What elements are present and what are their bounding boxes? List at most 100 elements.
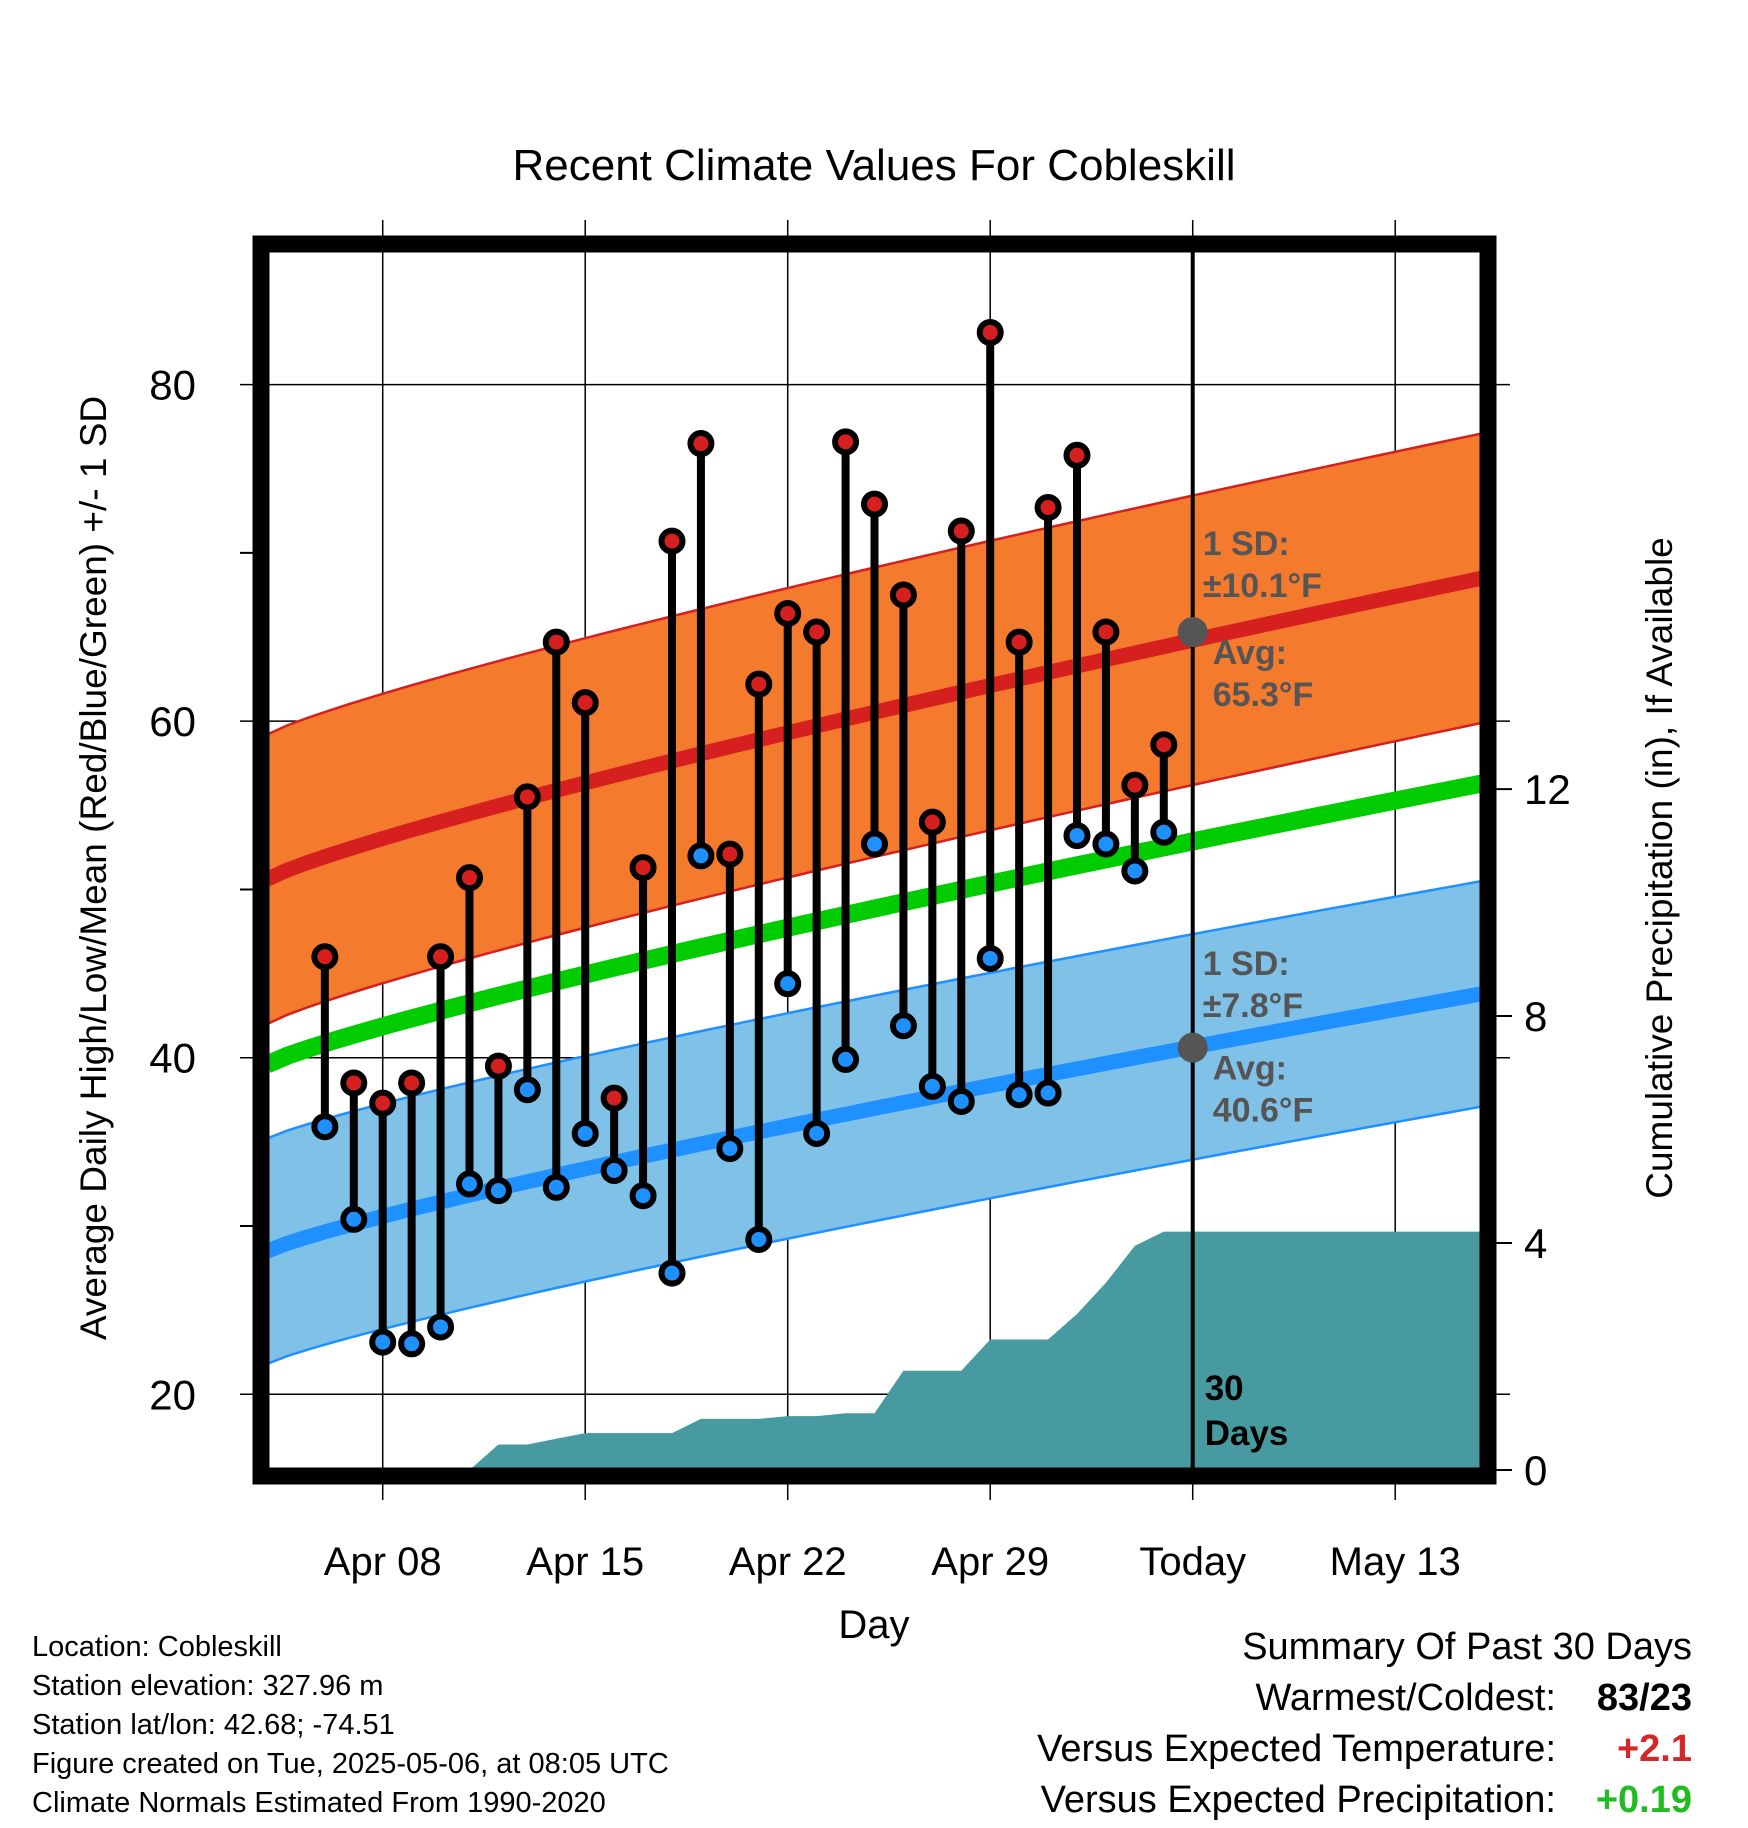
x-tick-label: Apr 15 bbox=[526, 1540, 644, 1584]
y2-tick-label: 12 bbox=[1524, 766, 1571, 813]
daily-low-point bbox=[774, 970, 802, 998]
daily-high-point bbox=[1034, 493, 1062, 521]
plot-frame bbox=[252, 235, 1497, 1485]
daily-low-point bbox=[832, 1045, 860, 1073]
y-axis-label: Average Daily High/Low/Mean (Red/Blue/Gr… bbox=[73, 396, 114, 1340]
daily-high-point bbox=[832, 428, 860, 456]
latlon-text: Station lat/lon: 42.68; -74.51 bbox=[32, 1709, 395, 1741]
daily-low-point bbox=[600, 1156, 628, 1184]
low-sd-value: ±7.8°F bbox=[1203, 987, 1303, 1025]
daily-high-point bbox=[1063, 441, 1091, 469]
daily-high-point bbox=[947, 517, 975, 545]
y-tick-label: 80 bbox=[149, 362, 196, 409]
today-label: Days bbox=[1205, 1414, 1289, 1453]
daily-low-point bbox=[542, 1173, 570, 1201]
daily-low-point bbox=[369, 1328, 397, 1356]
daily-low-point bbox=[803, 1119, 831, 1147]
daily-low-point bbox=[629, 1182, 657, 1210]
daily-low-point bbox=[456, 1170, 483, 1198]
daily-high-point bbox=[918, 808, 946, 836]
daily-low-point bbox=[1034, 1079, 1062, 1107]
daily-low-point bbox=[976, 944, 1004, 972]
low-avg-value: 40.6°F bbox=[1213, 1092, 1314, 1130]
x-tick-label: Today bbox=[1139, 1540, 1246, 1584]
summary-value: +0.19 bbox=[1595, 1779, 1692, 1821]
summary-label: Versus Expected Temperature: bbox=[1037, 1728, 1556, 1770]
plot-frame-group bbox=[252, 235, 1497, 1485]
daily-high-point bbox=[774, 599, 802, 627]
precip-area-group bbox=[267, 1231, 1482, 1470]
summary-row: Versus Expected Temperature: +2.1 bbox=[1037, 1724, 1692, 1775]
summary-title: Summary Of Past 30 Days bbox=[1242, 1626, 1692, 1668]
high-sd-head: 1 SD: bbox=[1203, 525, 1290, 563]
daily-low-point bbox=[311, 1113, 339, 1141]
daily-low-point bbox=[427, 1313, 455, 1341]
daily-low-point bbox=[716, 1135, 744, 1163]
summary-panel: Summary Of Past 30 Days Warmest/Coldest:… bbox=[1037, 1622, 1692, 1826]
high-avg-value: 65.3°F bbox=[1213, 676, 1314, 714]
daily-high-point bbox=[1121, 771, 1149, 799]
today-label: 30 bbox=[1205, 1369, 1244, 1408]
summary-row: Warmest/Coldest: 83/23 bbox=[1037, 1673, 1692, 1724]
daily-high-point bbox=[311, 943, 339, 971]
y2-tick-label: 0 bbox=[1524, 1447, 1547, 1494]
low-sd-band bbox=[267, 881, 1482, 1364]
low-avg-head: Avg: bbox=[1213, 1050, 1287, 1088]
precip-area bbox=[267, 1231, 1482, 1470]
daily-low-point bbox=[484, 1177, 512, 1205]
daily-low-point bbox=[1005, 1081, 1033, 1109]
daily-high-point bbox=[716, 840, 744, 868]
high-avg-head: Avg: bbox=[1213, 634, 1287, 672]
low-band-edge bbox=[267, 1105, 1482, 1366]
axes: 20 40 60 80 0 4 8 12 Apr 08 Apr 15 Apr 22 Apr 29 Tod… bbox=[149, 362, 1570, 1584]
daily-low-point bbox=[513, 1076, 541, 1104]
today-marker-group: 30 Days bbox=[1190, 250, 1289, 1470]
summary-label: Versus Expected Precipitation: bbox=[1040, 1779, 1556, 1821]
daily-low-point bbox=[947, 1087, 975, 1115]
daily-high-point bbox=[456, 864, 483, 892]
y-tick-label: 40 bbox=[149, 1035, 196, 1082]
daily-high-point bbox=[889, 581, 917, 609]
daily-low-point bbox=[658, 1259, 686, 1287]
chart-title: Recent Climate Values For Cobleskill bbox=[512, 141, 1235, 190]
created-text: Figure created on Tue, 2025-05-06, at 08… bbox=[32, 1748, 669, 1780]
daily-low-point bbox=[687, 842, 715, 870]
summary-value: +2.1 bbox=[1616, 1728, 1692, 1770]
y-tick-label: 60 bbox=[149, 698, 196, 745]
daily-high-point bbox=[658, 527, 686, 555]
daily-low-point bbox=[571, 1119, 599, 1147]
station-info: Location: Cobleskill Station elevation: … bbox=[32, 1628, 669, 1823]
low-avg-point bbox=[1177, 1032, 1208, 1063]
high-sd-value: ±10.1°F bbox=[1203, 567, 1322, 605]
x-tick-label: Apr 29 bbox=[931, 1540, 1049, 1584]
normals-text: Climate Normals Estimated From 1990-2020 bbox=[32, 1787, 606, 1819]
daily-low-point bbox=[745, 1225, 773, 1253]
x-tick-label: May 13 bbox=[1330, 1540, 1461, 1584]
daily-low-point bbox=[398, 1330, 426, 1358]
daily-low-point bbox=[1063, 822, 1091, 850]
daily-high-point bbox=[542, 628, 570, 656]
y2-tick-label: 4 bbox=[1524, 1220, 1547, 1267]
daily-high-point bbox=[398, 1069, 426, 1097]
daily-high-point bbox=[484, 1052, 512, 1080]
x-axis-label: Day bbox=[838, 1603, 909, 1647]
summary-value: 83/23 bbox=[1596, 1677, 1692, 1719]
low-sd-head: 1 SD: bbox=[1203, 945, 1290, 983]
y2-tick-label: 8 bbox=[1524, 993, 1547, 1040]
annotations: 1 SD: ±10.1°F Avg: 65.3°F 1 SD: ±7.8°F Avg: 40.… bbox=[1177, 525, 1322, 1130]
daily-high-point bbox=[427, 943, 455, 971]
x-tick-label: Apr 22 bbox=[729, 1540, 847, 1584]
daily-high-point bbox=[861, 490, 888, 518]
daily-low-point bbox=[889, 1012, 917, 1040]
daily-high-point bbox=[571, 689, 599, 717]
location-text: Location: Cobleskill bbox=[32, 1631, 282, 1663]
daily-low-point bbox=[1121, 857, 1149, 885]
daily-high-point bbox=[1005, 628, 1033, 656]
y2-axis-label: Cumulative Precipitation (in), If Availa… bbox=[1639, 537, 1680, 1199]
daily-low-point bbox=[918, 1072, 946, 1100]
daily-high-point bbox=[629, 854, 657, 882]
daily-high-point bbox=[976, 318, 1004, 346]
daily-high-point bbox=[687, 430, 715, 458]
daily-high-point bbox=[1150, 731, 1178, 759]
